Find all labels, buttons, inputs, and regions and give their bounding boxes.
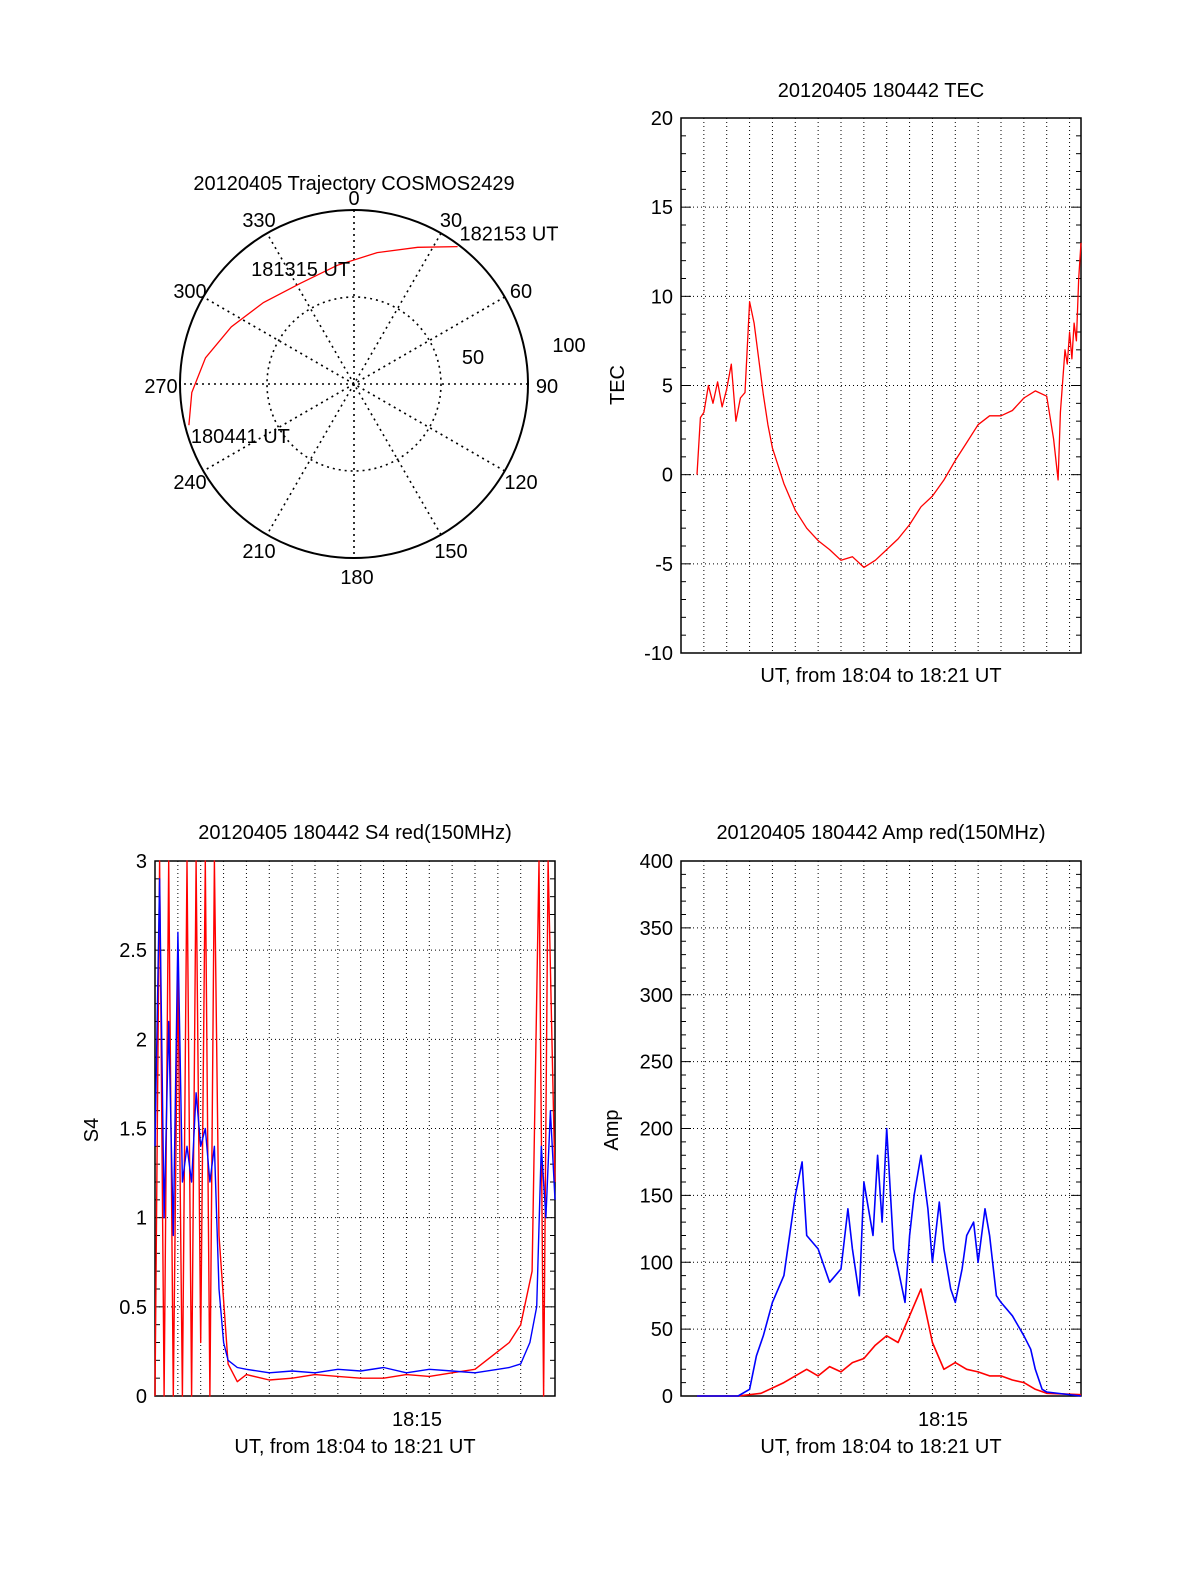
amp-grid (681, 861, 1081, 1396)
amp-y-tick-label: 0 (662, 1386, 673, 1408)
s4-x-tick-label: 18:15 (392, 1409, 442, 1431)
tec-plot-frame (680, 117, 1082, 654)
polar-ring-50 (266, 296, 442, 472)
polar-annotation-2: 182153 UT (460, 224, 559, 246)
amp-y-tick-label: 150 (640, 1185, 673, 1207)
polar-spoke-150 (266, 232, 442, 536)
s4-axes: 0 0.5 1 1.5 2 2.5 3 (119, 851, 556, 1408)
polar-ring-label-50: 50 (462, 347, 484, 369)
tec-y-tick-label: 20 (651, 108, 673, 130)
tec-x-axis-label: UT, from 18:04 to 18:21 UT (760, 665, 1001, 687)
s4-y-tick-label: 0.5 (119, 1297, 147, 1319)
amp-x-tick-label: 18:15 (918, 1409, 968, 1431)
tec-grid (681, 118, 1081, 653)
tec-y-tick-label: -10 (644, 643, 673, 665)
polar-azimuth-label-270: 270 (144, 376, 177, 398)
polar-trajectory-track (188, 245, 458, 426)
polar-annotation-1: 181315 UT (251, 259, 350, 281)
amp-y-tick-label: 400 (640, 851, 673, 873)
polar-azimuth-label-90: 90 (536, 376, 558, 398)
amp-y-axis-label: Amp (601, 1109, 623, 1150)
amp-y-tick-label: 200 (640, 1119, 673, 1141)
s4-y-axis-label: S4 (81, 1118, 103, 1142)
tec-chart: 20120405 180442 TEC -10 -5 0 5 10 15 20 TEC UT… (607, 80, 1082, 687)
amp-x-axis-label: UT, from 18:04 to 18:21 UT (760, 1436, 1001, 1458)
amp-y-tick-label: 300 (640, 985, 673, 1007)
s4-y-tick-label: 3 (136, 851, 147, 873)
polar-azimuth-label-60: 60 (510, 281, 532, 303)
amp-series (697, 1127, 1082, 1397)
amp-y-tick-label: 350 (640, 918, 673, 940)
polar-azimuth-label-30: 30 (440, 210, 462, 232)
tec-y-tick-label: -5 (655, 554, 673, 576)
polar-azimuth-label-330: 330 (242, 210, 275, 232)
amp-y-tick-label: 250 (640, 1052, 673, 1074)
s4-series-line-1 (154, 878, 556, 1374)
polar-ring-label-100: 100 (552, 335, 585, 357)
polar-azimuth-label-300: 300 (173, 281, 206, 303)
s4-y-tick-label: 1.5 (119, 1119, 147, 1141)
polar-annotation-0: 180441 UT (191, 426, 290, 448)
polar-azimuth-label-120: 120 (504, 472, 537, 494)
amp-y-tick-label: 50 (651, 1319, 673, 1341)
amp-axes: 0 50 100 150 200 250 300 350 400 (640, 851, 1082, 1408)
polar-azimuth-label-240: 240 (173, 472, 206, 494)
s4-series (154, 860, 556, 1397)
amp-chart: 20120405 180442 Amp red(150MHz) 0 50 100 15… (601, 822, 1082, 1458)
polar-azimuth-labels: 0 30 60 90 120 150 180 210 240 270 300 330 (144, 188, 558, 589)
tec-y-axis-label: TEC (607, 365, 629, 405)
amp-plot-frame (680, 860, 1082, 1397)
s4-y-tick-label: 0 (136, 1386, 147, 1408)
s4-series-line-0 (154, 860, 556, 1397)
amp-y-tick-label: 100 (640, 1252, 673, 1274)
polar-chart-title: 20120405 Trajectory COSMOS2429 (193, 173, 514, 195)
s4-x-axis-label: UT, from 18:04 to 18:21 UT (234, 1436, 475, 1458)
tec-y-tick-label: 10 (651, 286, 673, 308)
polar-annotations: 180441 UT 181315 UT 182153 UT (191, 224, 559, 449)
polar-azimuth-label-150: 150 (434, 541, 467, 563)
s4-y-tick-label: 2.5 (119, 940, 147, 962)
tec-series (696, 242, 1082, 569)
amp-series-line-0 (697, 1288, 1082, 1397)
polar-azimuth-label-210: 210 (242, 541, 275, 563)
s4-y-tick-label: 1 (136, 1208, 147, 1230)
polar-azimuth-label-180: 180 (340, 567, 373, 589)
amp-series-line-1 (697, 1127, 1082, 1397)
tec-chart-title: 20120405 180442 TEC (778, 80, 984, 102)
polar-trajectory-chart: 20120405 Trajectory COSMOS2429 0 30 60 90 12… (144, 173, 585, 589)
tec-axes: -10 -5 0 5 10 15 20 (644, 108, 1082, 665)
s4-grid (155, 861, 555, 1396)
tec-series-line-0 (696, 242, 1082, 569)
tec-y-tick-label: 15 (651, 197, 673, 219)
polar-azimuth-label-0: 0 (348, 188, 359, 210)
tec-y-tick-label: 0 (662, 465, 673, 487)
s4-chart-title: 20120405 180442 S4 red(150MHz) (198, 822, 512, 844)
s4-chart: 20120405 180442 S4 red(150MHz) 0 0.5 1 1.5 2… (81, 822, 556, 1458)
s4-y-tick-label: 2 (136, 1029, 147, 1051)
amp-chart-title: 20120405 180442 Amp red(150MHz) (716, 822, 1045, 844)
polar-spokes (180, 210, 528, 558)
tec-y-tick-label: 5 (662, 376, 673, 398)
